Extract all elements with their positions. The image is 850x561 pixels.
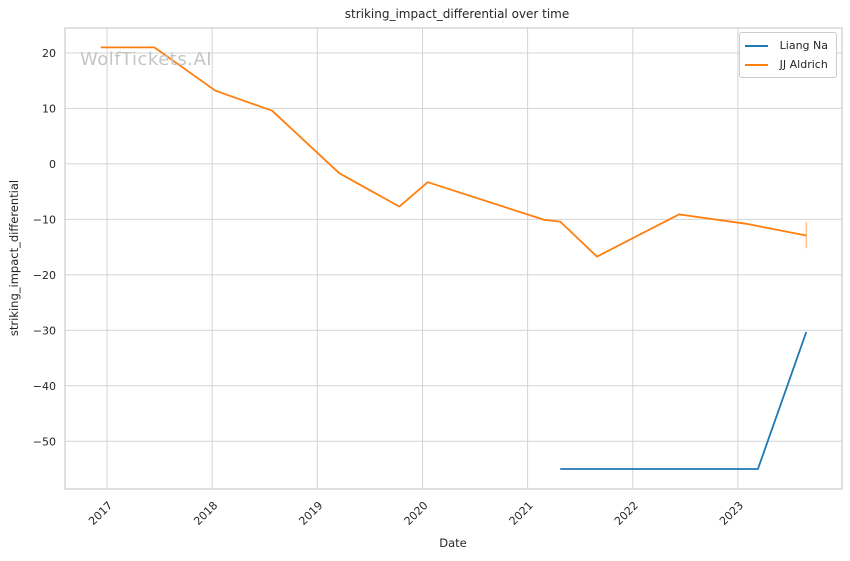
y-tick-label: −30: [33, 324, 56, 337]
legend: Liang Na JJ Aldrich: [738, 32, 837, 78]
y-tick-label: −10: [33, 213, 56, 226]
series-line-liang-na: [560, 331, 808, 470]
x-tick-label: 2021: [507, 499, 536, 528]
y-tick-label: −20: [33, 269, 56, 282]
x-tick-label: 2023: [717, 499, 746, 528]
x-axis-label: Date: [439, 536, 467, 550]
legend-label: Liang Na: [779, 39, 828, 52]
y-tick-label: −50: [33, 435, 56, 448]
x-tick-label: 2022: [612, 499, 641, 528]
x-tick-label: 2020: [402, 499, 431, 528]
y-tick-label: −40: [33, 380, 56, 393]
watermark: WolfTickets.AI: [80, 49, 213, 70]
legend-item: Liang Na: [744, 39, 828, 52]
y-tick-label: 20: [42, 47, 56, 60]
legend-item: JJ Aldrich: [744, 58, 828, 71]
x-tick-label: 2019: [296, 499, 325, 528]
x-tick-label: 2018: [191, 499, 220, 528]
legend-label: JJ Aldrich: [779, 58, 828, 71]
y-tick-label: 0: [49, 158, 56, 171]
series-line-jj-aldrich: [100, 46, 807, 258]
y-axis-label: striking_impact_differential: [7, 179, 21, 337]
x-tick-label: 2017: [86, 499, 115, 528]
chart-title: striking_impact_differential over time: [344, 7, 570, 21]
plot-border: [64, 27, 843, 490]
y-tick-label: 10: [42, 102, 56, 115]
legend-line-swatch: [744, 63, 768, 66]
legend-line-swatch: [744, 44, 768, 47]
